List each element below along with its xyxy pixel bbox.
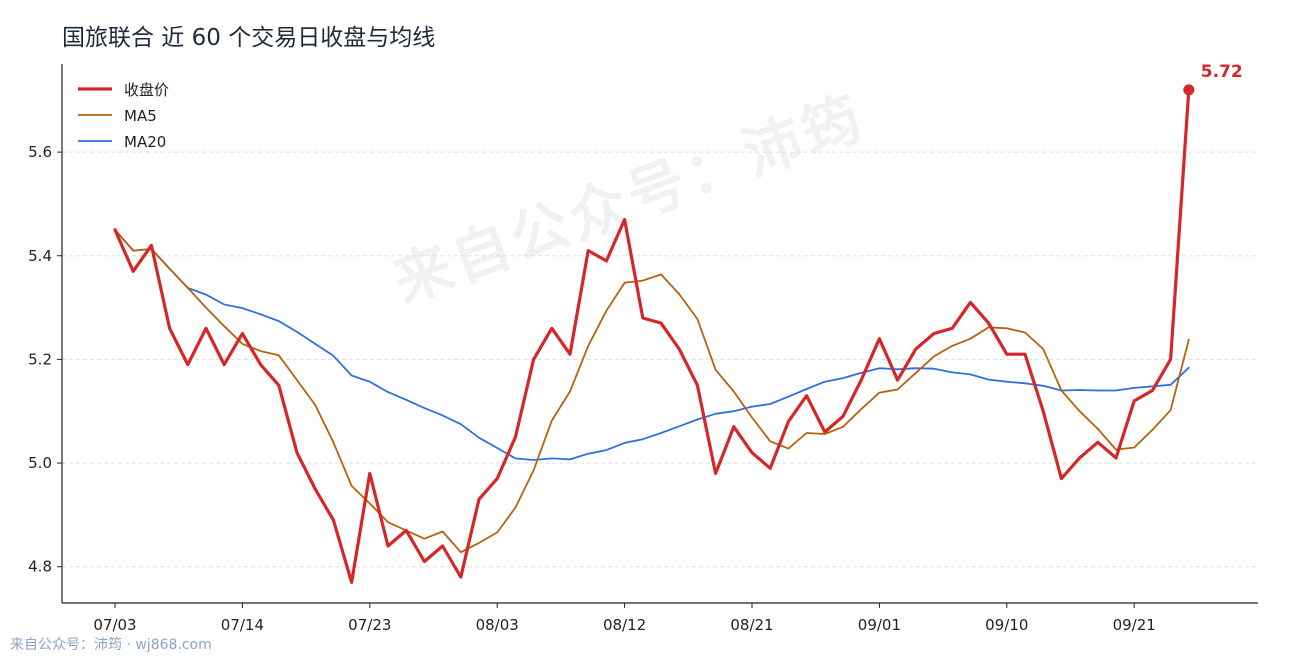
footer-watermark: 来自公众号：沛筠 · wj868.com — [10, 637, 212, 653]
y-tick-label: 5.6 — [28, 143, 52, 161]
legend-label-close: 收盘价 — [124, 81, 169, 99]
x-tick-label: 08/21 — [730, 616, 773, 634]
legend: 收盘价 MA5 MA20 — [78, 81, 169, 151]
x-tick-label: 08/03 — [476, 616, 519, 634]
x-tick-label: 07/03 — [93, 616, 136, 634]
grid-lines — [62, 151, 1258, 568]
x-tick-label: 08/12 — [603, 616, 646, 634]
axes: 4.8 5.0 5.2 5.4 5.6 07/03 07/14 07/23 08/03 08/12… — [28, 64, 1258, 634]
y-tick-label: 5.2 — [28, 350, 52, 368]
series-line-ma5 — [114, 228, 1190, 554]
x-tick-label: 09/21 — [1113, 616, 1156, 634]
x-tick-label: 07/23 — [348, 616, 391, 634]
series-line-close — [113, 88, 1191, 584]
y-tick-label: 4.8 — [28, 558, 52, 576]
x-tick-label: 09/01 — [858, 616, 901, 634]
x-tick-label: 07/14 — [221, 616, 264, 634]
legend-label-ma5: MA5 — [124, 107, 157, 125]
end-point-marker — [1183, 84, 1195, 96]
end-value-label: 5.72 — [1201, 62, 1243, 82]
series-lines — [113, 88, 1191, 584]
end-annotation: 5.72 — [1183, 62, 1243, 96]
chart-title: 国旅联合 近 60 个交易日收盘与均线 — [62, 25, 436, 51]
x-tick-label: 09/10 — [985, 616, 1028, 634]
legend-label-ma20: MA20 — [124, 133, 166, 151]
y-tick-label: 5.4 — [28, 247, 52, 265]
series-line-ma20 — [114, 228, 1190, 461]
y-tick-label: 5.0 — [28, 454, 52, 472]
